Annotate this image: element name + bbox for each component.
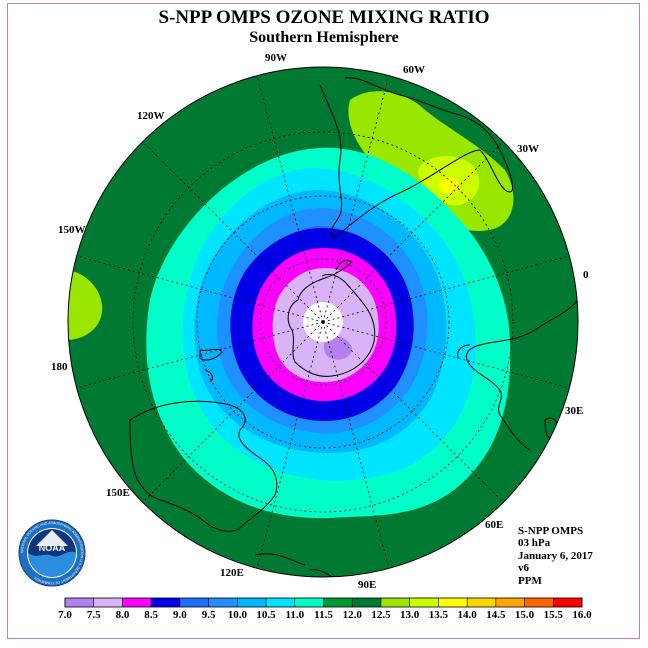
colorbar-swatch: [467, 598, 497, 607]
lon-label-90w: 90W: [265, 52, 287, 64]
colorbar-swatch: [495, 598, 525, 607]
lon-label-30e: 30E: [565, 405, 583, 417]
colorbar-label: 9.0: [173, 609, 187, 621]
info-instrument: S-NPP OMPS: [518, 525, 584, 537]
colorbar: 7.0 7.5 8.0 8.5 9.0 9.5 10.0 10.5 11.0 11.5 12.0 12…: [58, 597, 592, 621]
colorbar-swatch: [179, 598, 209, 607]
coast-antarctic-peninsula: [297, 259, 353, 301]
colorbar-label: 14.0: [457, 609, 477, 621]
colorbar-label: 8.0: [116, 609, 130, 621]
map-subtitle: Southern Hemisphere: [249, 29, 399, 46]
colorbar-swatch: [553, 598, 583, 607]
coast-africa: [457, 299, 578, 451]
colorbar-label: 10.5: [256, 609, 276, 621]
graticule: [76, 75, 570, 569]
noaa-logo-text: NOAA: [39, 543, 66, 553]
coast-australia: [129, 400, 278, 532]
colorbar-label: 12.0: [343, 609, 363, 621]
colorbar-swatch: [65, 598, 95, 607]
map-rim: [67, 66, 579, 578]
info-pressure: 03 hPa: [518, 537, 551, 550]
colorbar-swatch: [151, 598, 181, 607]
lon-label-90e: 90E: [358, 579, 376, 591]
coast-south-america: [319, 77, 514, 239]
colorbar-swatch: [208, 598, 238, 607]
figure-frame: [7, 3, 640, 639]
colorbar-swatch: [352, 598, 382, 607]
colorbar-label: 16.0: [572, 609, 592, 621]
info-panel: S-NPP OMPS 03 hPa January 6, 2017 v6 PPM: [518, 525, 593, 587]
colorbar-swatch: [93, 598, 123, 607]
info-units: PPM: [518, 574, 542, 587]
colorbar-label: 14.5: [486, 609, 506, 621]
coastlines: [129, 77, 578, 577]
lon-label-0: 0: [583, 269, 589, 281]
colorbar-swatch: [294, 598, 324, 607]
south-pole-dot: [321, 320, 325, 324]
lon-label-150w: 150W: [58, 224, 86, 236]
colorbar-label: 15.5: [544, 609, 564, 621]
coast-antarctica: [287, 273, 376, 377]
colorbar-swatch: [524, 598, 554, 607]
colorbar-label: 8.5: [144, 609, 158, 621]
colorbar-swatch: [409, 598, 439, 607]
colorbar-label: 7.5: [87, 609, 101, 621]
colorbar-label: 13.5: [429, 609, 449, 621]
lon-label-30w: 30W: [517, 143, 539, 155]
info-date: January 6, 2017: [518, 549, 593, 562]
latitude-circle-45: [132, 131, 514, 513]
lon-label-150e: 150E: [106, 487, 130, 499]
lon-label-60w: 60W: [403, 64, 425, 76]
colorbar-label: 9.5: [202, 609, 216, 621]
colorbar-swatch: [266, 598, 296, 607]
colorbar-swatch: [380, 598, 410, 607]
colorbar-label: 11.0: [285, 609, 304, 621]
lon-label-60e: 60E: [485, 519, 503, 531]
colorbar-label: 11.5: [314, 609, 333, 621]
field-7-0: [324, 335, 352, 360]
field-13-5-patch: [439, 177, 459, 193]
map-title: S-NPP OMPS OZONE MIXING RATIO: [158, 7, 490, 28]
colorbar-swatch: [237, 598, 267, 607]
noaa-logo: NOAA NATIONAL OCEANIC AND ATMOSPHERIC AD…: [18, 519, 86, 587]
colorbar-swatch: [323, 598, 353, 607]
colorbar-label: 12.5: [371, 609, 391, 621]
colorbar-label: 15.0: [515, 609, 535, 621]
latitude-circle-75: [259, 258, 387, 386]
colorbar-swatch: [122, 598, 152, 607]
latitude-circle-60: [196, 195, 450, 449]
lon-label-180: 180: [51, 361, 68, 373]
colorbar-swatch: [438, 598, 468, 607]
colorbar-label: 7.0: [58, 609, 72, 621]
colorbar-label: 10.0: [228, 609, 248, 621]
colorbar-label: 13.0: [400, 609, 420, 621]
lon-label-120w: 120W: [137, 110, 165, 122]
lon-label-120e: 120E: [220, 567, 244, 579]
info-version: v6: [518, 562, 529, 575]
